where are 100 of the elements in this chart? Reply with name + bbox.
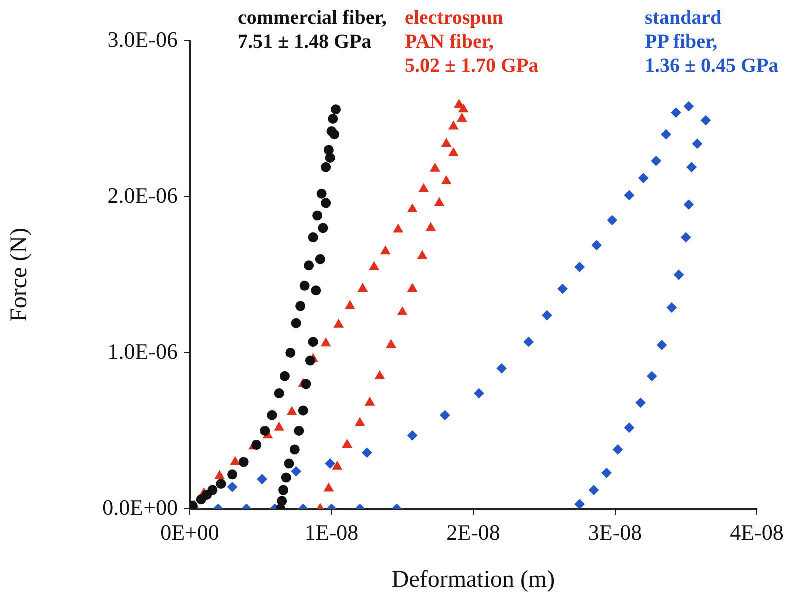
point [330, 130, 340, 140]
point [267, 410, 278, 420]
point [666, 302, 677, 313]
point [647, 371, 658, 382]
point [358, 284, 368, 292]
point [298, 406, 308, 416]
point [214, 470, 225, 480]
point [311, 286, 322, 296]
point [636, 398, 646, 408]
point [408, 204, 418, 212]
point [369, 262, 380, 270]
point [671, 108, 682, 118]
point [375, 370, 385, 380]
point [408, 284, 418, 292]
point [342, 440, 352, 448]
point [291, 318, 302, 328]
point [661, 130, 672, 140]
point [602, 468, 612, 478]
text: electrospun PAN fiber, 5.02 ± 1.70 GPa [405, 6, 539, 78]
point [458, 104, 468, 113]
point [700, 116, 711, 126]
point [380, 246, 390, 255]
point [294, 426, 304, 436]
point [228, 470, 238, 480]
point [418, 250, 428, 260]
point [321, 198, 332, 208]
point [651, 156, 662, 166]
point [684, 102, 694, 112]
point [442, 176, 452, 184]
point [321, 338, 331, 347]
y-tick-label: 2.0E-06 [108, 182, 178, 208]
point [386, 340, 396, 348]
point [308, 337, 318, 348]
y-axis-title: Force (N) [6, 228, 33, 322]
point [524, 337, 534, 348]
point [574, 262, 585, 272]
point [300, 280, 310, 291]
point [681, 232, 692, 243]
point [496, 364, 507, 374]
point [613, 444, 624, 455]
point [316, 188, 327, 199]
point [324, 483, 334, 492]
point [624, 422, 634, 433]
point [315, 254, 326, 264]
text: standard PP fiber, 1.36 ± 0.45 GPa [645, 6, 779, 78]
point [454, 99, 464, 108]
point [442, 138, 452, 147]
point [328, 114, 338, 124]
y-tick-label: 1.0E-06 [108, 338, 178, 364]
point [434, 198, 444, 206]
point [228, 482, 238, 492]
point [305, 356, 316, 366]
point [365, 397, 375, 406]
point [208, 485, 218, 496]
point [308, 232, 318, 243]
point [638, 173, 649, 184]
point [281, 472, 292, 483]
point [419, 184, 429, 192]
point [457, 114, 467, 122]
point [325, 153, 336, 163]
point [624, 190, 634, 200]
point [304, 260, 314, 271]
point [574, 499, 585, 509]
point [692, 138, 702, 149]
point [287, 406, 297, 416]
point [408, 430, 418, 441]
point [296, 301, 306, 312]
point [394, 224, 404, 233]
point [398, 306, 408, 316]
point [448, 148, 458, 156]
point [284, 458, 294, 469]
text: commercial fiber, 7.51 ± 1.48 GPa [238, 6, 387, 54]
point [448, 121, 458, 130]
point [684, 200, 694, 210]
point [238, 457, 249, 468]
point [542, 310, 552, 321]
point [291, 466, 302, 477]
point [216, 479, 226, 490]
x-tick-label: 0E+00 [160, 520, 220, 545]
point [325, 458, 336, 469]
point [332, 461, 342, 470]
point [286, 348, 296, 358]
point [321, 162, 332, 172]
x-tick-label: 1E-08 [304, 520, 359, 545]
point [674, 270, 684, 280]
point [278, 485, 289, 496]
point [260, 426, 270, 436]
point [657, 340, 668, 350]
point [440, 410, 450, 420]
x-tick-label: 3E-08 [588, 520, 642, 545]
point [592, 240, 602, 250]
point [318, 223, 328, 234]
point [274, 388, 284, 399]
point [588, 485, 599, 496]
point [312, 210, 323, 221]
point [334, 319, 344, 328]
point [362, 448, 372, 458]
point [345, 300, 356, 310]
point [301, 379, 312, 390]
x-axis-title: Deformation (m) [392, 566, 556, 593]
